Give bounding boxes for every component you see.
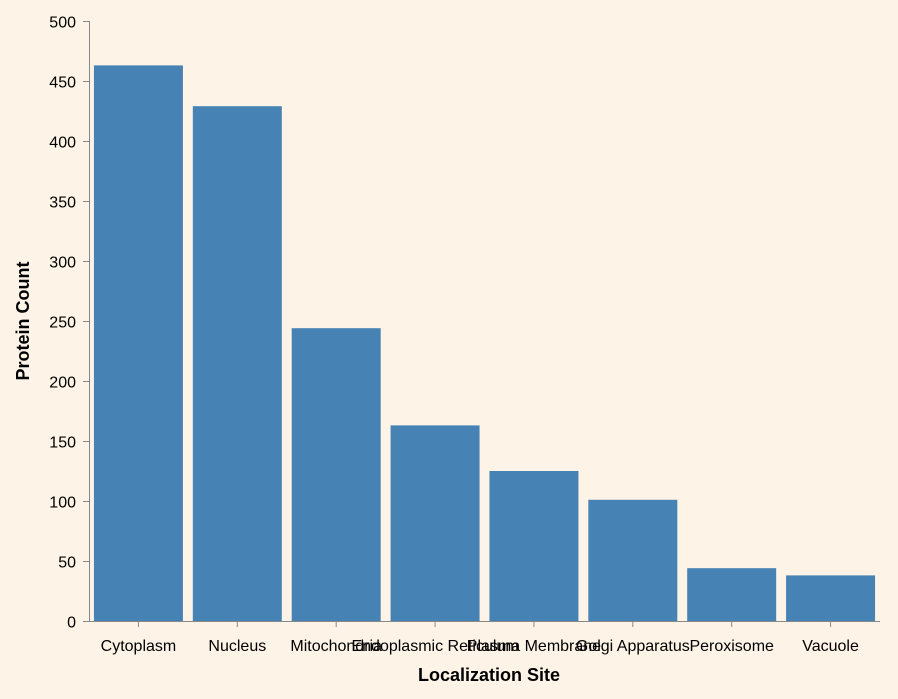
- x-tick-label: Vacuole: [802, 638, 859, 655]
- y-tick-label: 0: [67, 615, 76, 632]
- bar-endoplasmic-reticulum: [390, 425, 480, 621]
- x-tick-label: Endoplasmic Reticulum: [351, 638, 518, 655]
- y-tick-label: 300: [49, 255, 76, 272]
- y-axis-title: Protein Count: [13, 262, 33, 381]
- y-tick-label: 450: [49, 75, 76, 92]
- bars-layer: [93, 65, 876, 621]
- bar-vacuole: [786, 575, 876, 621]
- x-tick-label: Golgi Apparatus: [576, 638, 690, 655]
- y-tick-label: 100: [49, 495, 76, 512]
- x-tick-label: Peroxisome: [689, 638, 774, 655]
- y-tick-label: 400: [49, 135, 76, 152]
- bar-mitochondria: [291, 328, 381, 621]
- x-tick-label: Nucleus: [208, 638, 266, 655]
- bar-golgi-apparatus: [588, 499, 678, 621]
- bar-peroxisome: [687, 568, 777, 621]
- x-tick-label: Cytoplasm: [101, 638, 177, 655]
- y-tick-label: 50: [58, 555, 76, 572]
- bar-cytoplasm: [93, 65, 183, 621]
- x-axis-title: Localization Site: [418, 665, 560, 685]
- x-axis: Cytoplasm Nucleus MitochondriaEndoplasmic …: [89, 621, 880, 655]
- y-tick-label: 200: [49, 375, 76, 392]
- y-tick-label: 250: [49, 315, 76, 332]
- y-axis: 0 50 100 150 200 250 300 350 400 450 500: [49, 15, 90, 632]
- bar-plasma-membrane: [489, 471, 579, 621]
- y-tick-label: 500: [49, 15, 76, 32]
- x-tick-label: Mitochondria: [290, 638, 382, 655]
- bar-nucleus: [192, 106, 282, 621]
- y-tick-label: 150: [49, 435, 76, 452]
- y-tick-label: 350: [49, 195, 76, 212]
- x-tick-label: Plasma Membrane: [467, 638, 601, 655]
